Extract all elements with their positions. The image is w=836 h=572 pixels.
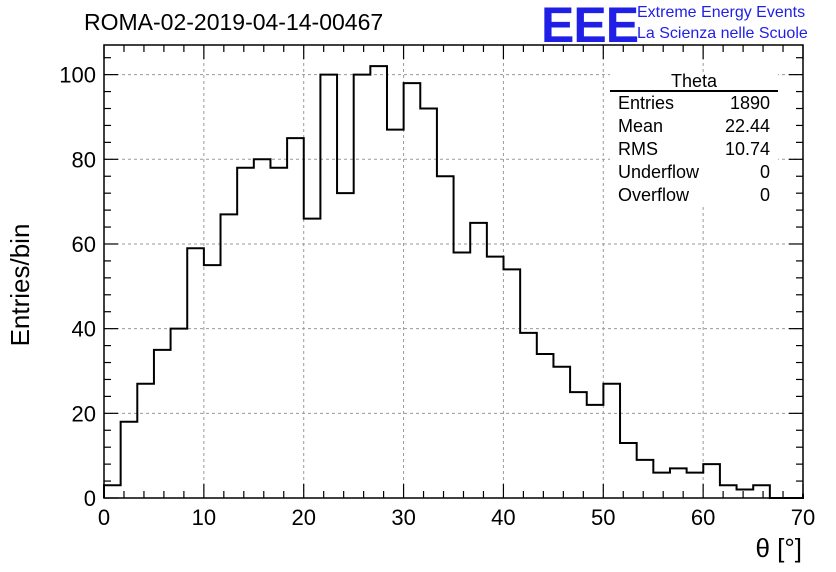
histogram-bin — [221, 214, 238, 498]
histogram-bin — [720, 485, 737, 498]
y-tick-label: 60 — [72, 232, 96, 257]
histogram-bin — [137, 384, 154, 498]
eee-logo: EEE — [541, 0, 639, 53]
histogram-bin — [404, 83, 421, 498]
histogram-bin — [270, 168, 287, 498]
x-tick-label: 20 — [291, 505, 315, 530]
histogram-bin — [470, 223, 487, 498]
histogram-bin — [187, 248, 204, 498]
histogram-bin — [587, 405, 604, 498]
x-tick-label: 10 — [192, 505, 216, 530]
histogram-bin — [237, 168, 254, 498]
histogram-bin — [287, 138, 304, 498]
stats-row-overflow: Overflow 0 — [610, 184, 778, 207]
x-tick-label: 0 — [98, 505, 110, 530]
chart-title: ROMA-02-2019-04-14-00467 — [84, 9, 384, 35]
stats-value: 1890 — [729, 93, 770, 113]
histogram-bin — [104, 485, 121, 498]
histogram-bin — [570, 392, 587, 498]
logo-line2: La Scienza nelle Scuole — [637, 25, 808, 42]
stats-row-underflow: Underflow 0 — [610, 161, 778, 184]
histogram-bin — [121, 422, 138, 498]
y-tick-label: 80 — [72, 147, 96, 172]
x-axis-label: θ [°] — [755, 533, 802, 563]
stats-label: Entries — [618, 93, 675, 113]
stats-value: 0 — [759, 185, 770, 205]
histogram-bin — [204, 265, 221, 498]
plot-frame — [103, 44, 804, 499]
stats-row-entries: Entries 1890 — [610, 92, 778, 115]
histogram-bin — [454, 252, 471, 498]
y-tick-label: 20 — [72, 401, 96, 426]
stats-label: RMS — [618, 139, 658, 159]
x-tick-label: 40 — [491, 505, 515, 530]
histogram-bin — [603, 384, 620, 498]
stats-value: 10.74 — [724, 139, 770, 159]
stats-box: Theta Entries 1890 Mean 22.44 RMS 10.74 … — [610, 72, 778, 207]
histogram-bin — [320, 75, 337, 498]
x-tick-label: 60 — [691, 505, 715, 530]
histogram-bin — [304, 219, 321, 498]
x-tick-label: 70 — [791, 505, 815, 530]
stats-label: Underflow — [618, 162, 700, 182]
stats-value: 22.44 — [724, 116, 770, 136]
stats-label: Overflow — [618, 185, 690, 205]
x-tick-label: 30 — [391, 505, 415, 530]
histogram-bin — [637, 460, 654, 498]
histogram-bin — [537, 354, 554, 498]
histogram-bin — [703, 464, 720, 498]
histogram-bin — [687, 473, 704, 498]
histogram-bin — [620, 443, 637, 498]
histogram-bin — [171, 329, 188, 498]
histogram-bin — [737, 490, 754, 498]
histogram-bin — [420, 109, 437, 498]
histogram-bin — [487, 257, 504, 498]
stats-label: Mean — [618, 116, 664, 136]
x-tick-label: 50 — [591, 505, 615, 530]
histogram-bin — [553, 367, 570, 498]
stats-row-mean: Mean 22.44 — [610, 115, 778, 138]
histogram-bin — [370, 66, 387, 498]
stats-value: 0 — [759, 162, 770, 182]
y-tick-label: 40 — [72, 317, 96, 342]
histogram-bin — [653, 473, 670, 498]
y-tick-label: 0 — [84, 486, 96, 511]
histogram-bin — [753, 485, 770, 498]
stats-title: Theta — [610, 72, 778, 92]
histogram-bin — [254, 159, 271, 498]
histogram-bin — [154, 350, 171, 498]
logo-line1: Extreme Energy Events — [637, 4, 806, 21]
histogram-bin — [337, 193, 354, 498]
y-tick-label: 100 — [59, 63, 96, 88]
histogram-bin — [520, 333, 537, 498]
histogram-bin — [387, 130, 404, 498]
histogram-bin — [437, 176, 454, 498]
histogram-bin — [670, 468, 687, 498]
histogram-bin — [354, 75, 371, 498]
histogram-series — [103, 65, 804, 499]
stats-row-rms: RMS 10.74 — [610, 138, 778, 161]
y-axis-label: Entries/bin — [5, 223, 35, 347]
histogram-bin — [504, 269, 521, 498]
